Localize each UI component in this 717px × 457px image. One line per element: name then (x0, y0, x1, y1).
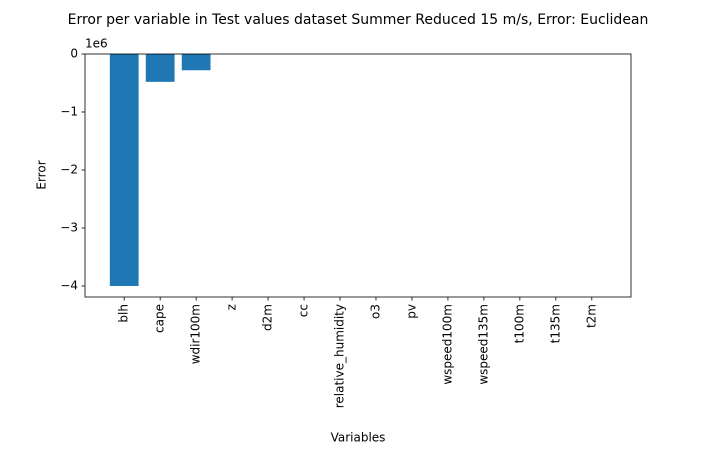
x-tick-label: wspeed135m (476, 304, 490, 385)
y-tick-label: −2 (60, 162, 78, 176)
x-tick-label: wdir100m (189, 304, 203, 364)
bar (109, 54, 139, 286)
x-tick-label: t100m (512, 304, 526, 343)
x-tick-label: wspeed100m (440, 304, 454, 385)
plot-frame (84, 53, 632, 298)
x-tick-label: blh (117, 304, 131, 323)
y-axis-label: Error (35, 160, 49, 189)
x-tick-label: relative_humidity (333, 304, 347, 408)
x-tick-label: d2m (261, 304, 275, 331)
x-tick-label: pv (404, 304, 418, 319)
bar (181, 54, 211, 71)
y-tick-label: −4 (60, 278, 78, 292)
x-tick-label: cape (153, 304, 167, 333)
y-offset-label: 1e6 (85, 37, 108, 51)
chart-title: Error per variable in Test values datase… (68, 12, 649, 28)
y-tick-label: −3 (60, 220, 78, 234)
x-tick-label: o3 (368, 304, 382, 319)
x-tick-label: cc (297, 304, 311, 317)
x-axis-label: Variables (331, 431, 386, 445)
x-tick-label: t2m (584, 304, 598, 328)
y-tick-label: 0 (70, 47, 78, 61)
y-tick-label: −1 (60, 104, 78, 118)
x-tick-label: z (225, 304, 239, 310)
x-tick-label: t135m (548, 304, 562, 343)
bar (145, 54, 175, 82)
